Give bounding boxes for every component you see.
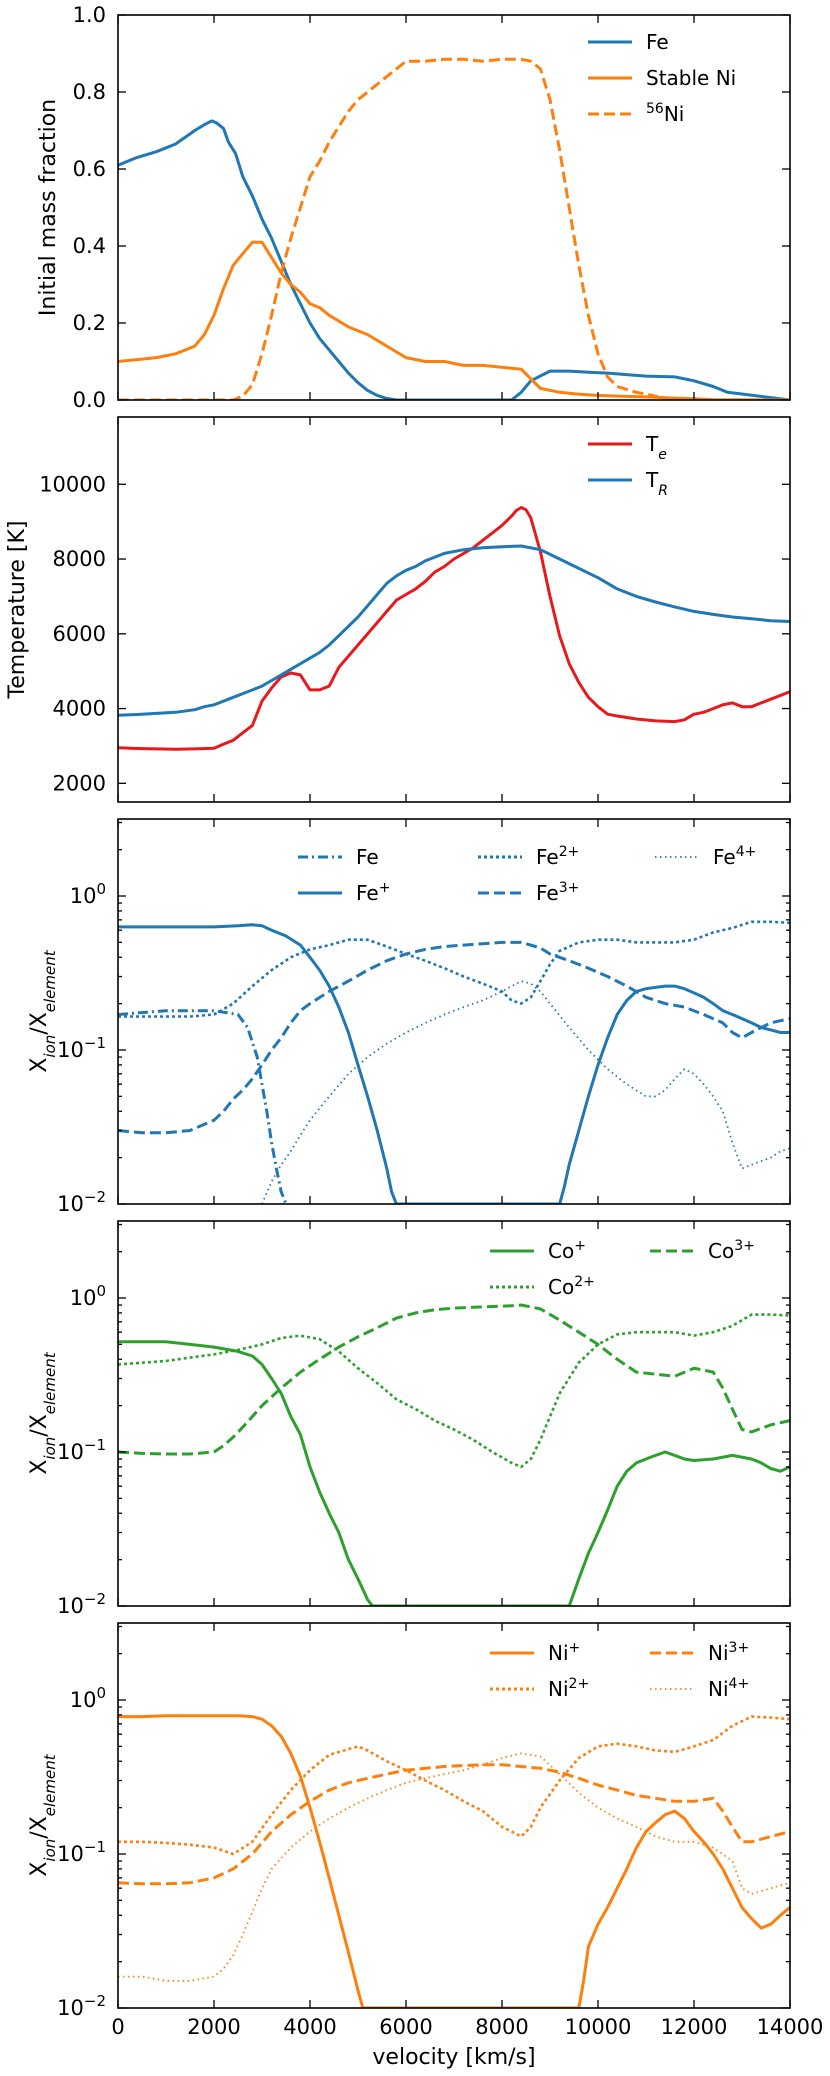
axes-frame <box>117 416 791 803</box>
panel-fe_ions: 100 10−1 10−2 Xion/Xelement Fe Fe+ Fe2+ Fe3+ Fe4… <box>27 818 791 1216</box>
x-axis-label: velocity [km/s] <box>372 2045 535 2070</box>
y-tick-label: 8000 <box>53 547 106 571</box>
series-te <box>118 506 790 751</box>
legend-label: Ni3+ <box>708 1640 749 1665</box>
y-tick-label: 1.0 <box>73 3 106 27</box>
legend-label: Stable Ni <box>646 66 736 90</box>
y-tick-label: 100 <box>70 880 106 908</box>
y-tick-label: 10−1 <box>57 1436 106 1464</box>
axes-frame <box>117 818 791 1205</box>
axes-frame <box>117 1622 791 2009</box>
legend-label: 56Ni <box>646 101 684 126</box>
series-co3- <box>118 1303 790 1456</box>
y-tick-label: 2000 <box>53 771 106 795</box>
series-fe <box>118 1009 288 1204</box>
legend-label: Ni2+ <box>548 1676 589 1701</box>
legend: Co+ Co2+ Co3+ <box>490 1238 755 1299</box>
series-ni4- <box>118 1752 790 1982</box>
y-axis-label: Initial mass fraction <box>36 99 61 316</box>
legend-label: Co2+ <box>548 1274 595 1299</box>
x-tick-label: 14000 <box>757 2015 824 2039</box>
legend-label: Fe <box>646 30 669 54</box>
legend-label: Fe <box>356 845 379 869</box>
legend-label: Co+ <box>548 1238 586 1263</box>
y-tick-label: 0.6 <box>73 157 106 181</box>
legend-label: Te <box>645 432 667 463</box>
legend-label: Fe+ <box>356 880 390 905</box>
x-tick-label: 0 <box>111 2015 124 2039</box>
series-fe <box>118 119 790 400</box>
y-tick-label: 4000 <box>53 697 106 721</box>
series-ni3- <box>118 1763 790 1886</box>
legend-label: Fe3+ <box>536 880 579 905</box>
legend: Fe Stable Ni 56Ni <box>588 30 736 126</box>
series-fe- <box>118 923 790 1204</box>
y-tick-label: 10−2 <box>57 1188 106 1216</box>
y-tick-label: 0.4 <box>73 234 106 258</box>
series-ni- <box>118 1714 790 2008</box>
legend: Te TR <box>588 432 668 499</box>
legend: Ni+ Ni2+ Ni3+ Ni4+ <box>490 1640 749 1701</box>
y-axis-label: Xion/Xelement <box>27 1351 59 1474</box>
legend-label: Ni4+ <box>708 1676 749 1701</box>
panel-co_ions: 100 10−1 10−2 Xion/Xelement Co+ Co2+ Co3+ <box>27 1220 791 1618</box>
axes-frame <box>117 14 791 401</box>
y-tick-label: 6000 <box>53 622 106 646</box>
legend-label: Ni+ <box>548 1640 580 1665</box>
y-tick-label: 10−2 <box>57 1590 106 1618</box>
series-ni2- <box>118 1715 790 1856</box>
y-axis-label: Temperature [K] <box>5 521 30 700</box>
series-co- <box>118 1340 790 1606</box>
y-tick-label: 10−1 <box>57 1034 106 1062</box>
legend-label: TR <box>645 468 668 499</box>
legend: Fe Fe+ Fe2+ Fe3+ Fe4+ <box>298 844 756 905</box>
series-fe3- <box>118 940 790 1135</box>
series-fe4- <box>261 980 790 1204</box>
legend-label: Fe2+ <box>536 844 579 869</box>
y-tick-label: 10−2 <box>57 1992 106 2020</box>
y-tick-label: 0.0 <box>73 388 106 412</box>
series-stable-ni <box>118 240 790 400</box>
y-tick-label: 10−1 <box>57 1838 106 1866</box>
legend-label: Fe4+ <box>713 844 756 869</box>
y-axis-label: Xion/Xelement <box>27 1753 59 1876</box>
series-fe2- <box>118 920 790 1018</box>
series-co2- <box>118 1313 790 1469</box>
x-tick-label: 8000 <box>475 2015 528 2039</box>
y-tick-label: 100 <box>70 1684 106 1712</box>
x-tick-label: 6000 <box>379 2015 432 2039</box>
y-tick-label: 0.2 <box>73 311 106 335</box>
y-axis-label: Xion/Xelement <box>27 949 59 1072</box>
y-tick-label: 10000 <box>39 472 106 496</box>
x-tick-label: 10000 <box>565 2015 632 2039</box>
panel-temp: 2000 4000 6000 8000 10000 Temperature [K] Te TR <box>5 416 791 803</box>
y-tick-label: 100 <box>70 1282 106 1310</box>
y-tick-label: 0.8 <box>73 80 106 104</box>
series-56ni <box>118 57 790 400</box>
x-tick-label: 2000 <box>187 2015 240 2039</box>
legend-label: Co3+ <box>708 1238 755 1263</box>
x-tick-label: 12000 <box>661 2015 728 2039</box>
x-tick-label: 4000 <box>283 2015 336 2039</box>
panel-ni_ions: 0 2000 4000 6000 8000 10000 12000 14000 velocity… <box>27 1622 824 2070</box>
axes-frame <box>117 1220 791 1607</box>
series-tr <box>118 544 790 717</box>
panel-mass: 0.0 0.2 0.4 0.6 0.8 1.0 Initial mass fraction F… <box>36 3 791 412</box>
